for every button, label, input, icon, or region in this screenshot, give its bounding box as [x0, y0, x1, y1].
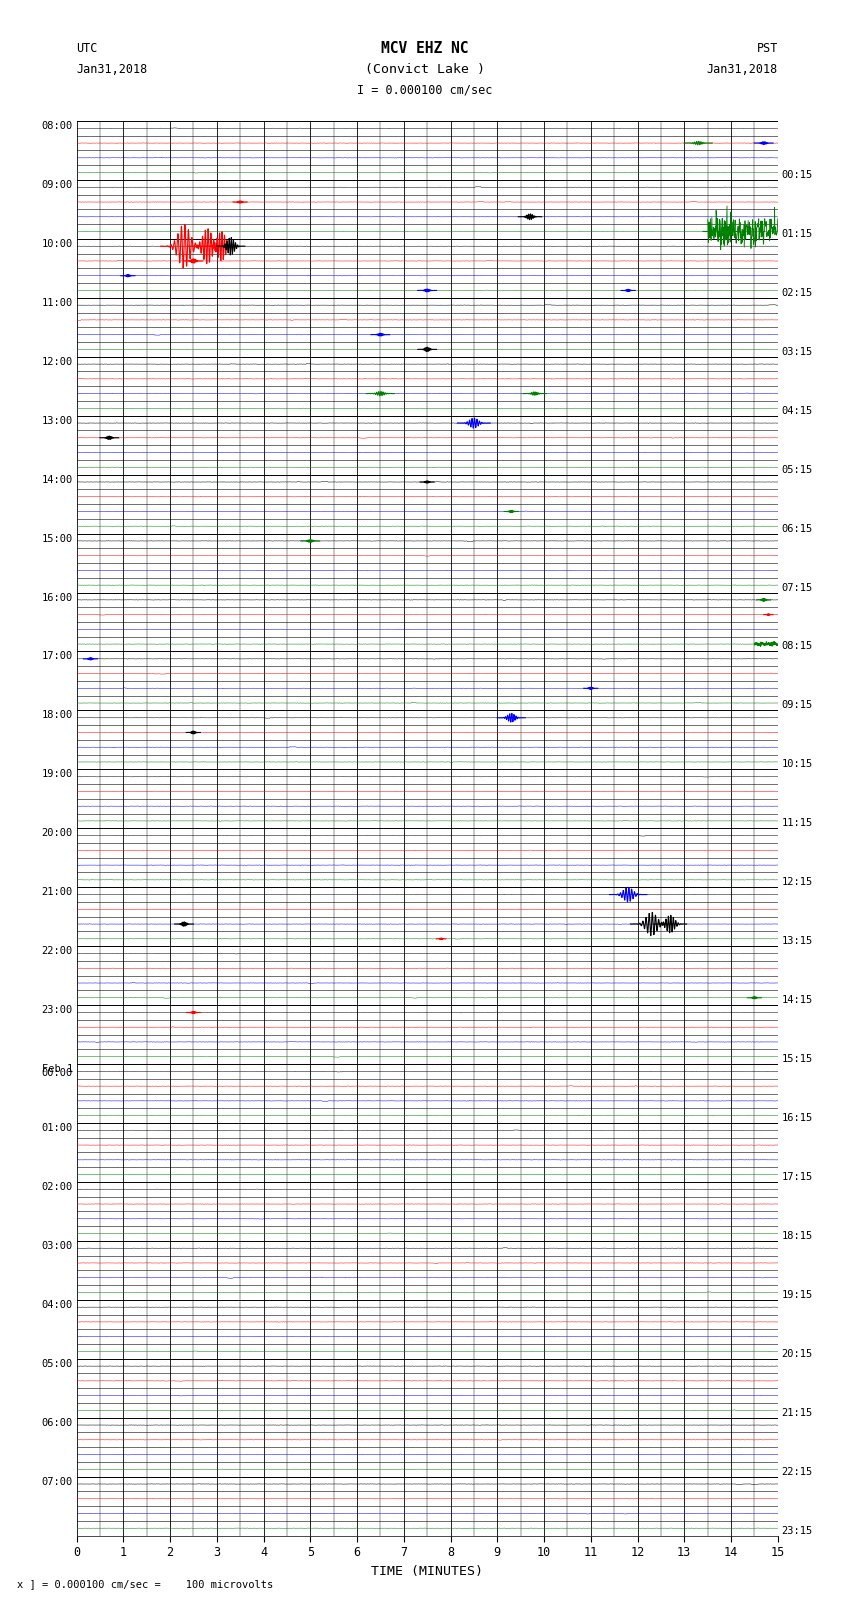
Text: 08:00: 08:00	[42, 121, 73, 131]
Text: 12:15: 12:15	[781, 877, 813, 887]
Text: 01:15: 01:15	[781, 229, 813, 239]
Text: 04:00: 04:00	[42, 1300, 73, 1310]
Text: Jan31,2018: Jan31,2018	[706, 63, 778, 76]
Text: 02:15: 02:15	[781, 287, 813, 298]
Text: Feb 1: Feb 1	[42, 1065, 73, 1074]
Text: 18:00: 18:00	[42, 710, 73, 721]
Text: 01:00: 01:00	[42, 1123, 73, 1132]
Text: 12:00: 12:00	[42, 356, 73, 366]
Text: 19:15: 19:15	[781, 1290, 813, 1300]
Text: 13:00: 13:00	[42, 416, 73, 426]
Text: I = 0.000100 cm/sec: I = 0.000100 cm/sec	[357, 84, 493, 97]
Text: 10:15: 10:15	[781, 760, 813, 769]
Text: 03:00: 03:00	[42, 1240, 73, 1250]
Text: 00:00: 00:00	[42, 1068, 73, 1079]
Text: 05:00: 05:00	[42, 1358, 73, 1369]
Text: (Convict Lake ): (Convict Lake )	[365, 63, 485, 76]
Text: 00:15: 00:15	[781, 169, 813, 181]
Text: 22:15: 22:15	[781, 1466, 813, 1476]
Text: 17:15: 17:15	[781, 1173, 813, 1182]
Text: 11:00: 11:00	[42, 298, 73, 308]
Text: 07:00: 07:00	[42, 1476, 73, 1487]
X-axis label: TIME (MINUTES): TIME (MINUTES)	[371, 1565, 483, 1578]
Text: Jan31,2018: Jan31,2018	[76, 63, 148, 76]
Text: PST: PST	[756, 42, 778, 55]
Text: 09:15: 09:15	[781, 700, 813, 710]
Text: 11:15: 11:15	[781, 818, 813, 829]
Text: 02:00: 02:00	[42, 1182, 73, 1192]
Text: 06:00: 06:00	[42, 1418, 73, 1428]
Text: 05:15: 05:15	[781, 465, 813, 474]
Text: 20:15: 20:15	[781, 1348, 813, 1358]
Text: 10:00: 10:00	[42, 239, 73, 248]
Text: 17:00: 17:00	[42, 652, 73, 661]
Text: 23:15: 23:15	[781, 1526, 813, 1536]
Text: 15:00: 15:00	[42, 534, 73, 544]
Text: 16:00: 16:00	[42, 592, 73, 603]
Text: 08:15: 08:15	[781, 642, 813, 652]
Text: 14:15: 14:15	[781, 995, 813, 1005]
Text: UTC: UTC	[76, 42, 98, 55]
Text: 18:15: 18:15	[781, 1231, 813, 1240]
Text: 23:00: 23:00	[42, 1005, 73, 1015]
Text: 09:00: 09:00	[42, 181, 73, 190]
Text: 21:15: 21:15	[781, 1408, 813, 1418]
Text: 19:00: 19:00	[42, 769, 73, 779]
Text: 07:15: 07:15	[781, 582, 813, 592]
Text: 15:15: 15:15	[781, 1053, 813, 1065]
Text: 06:15: 06:15	[781, 524, 813, 534]
Text: 20:00: 20:00	[42, 829, 73, 839]
Text: 03:15: 03:15	[781, 347, 813, 356]
Text: 04:15: 04:15	[781, 406, 813, 416]
Text: MCV EHZ NC: MCV EHZ NC	[382, 40, 468, 56]
Text: x ] = 0.000100 cm/sec =    100 microvolts: x ] = 0.000100 cm/sec = 100 microvolts	[17, 1579, 273, 1589]
Text: 16:15: 16:15	[781, 1113, 813, 1123]
Text: 22:00: 22:00	[42, 947, 73, 957]
Text: 21:00: 21:00	[42, 887, 73, 897]
Text: 13:15: 13:15	[781, 936, 813, 947]
Text: 14:00: 14:00	[42, 474, 73, 484]
